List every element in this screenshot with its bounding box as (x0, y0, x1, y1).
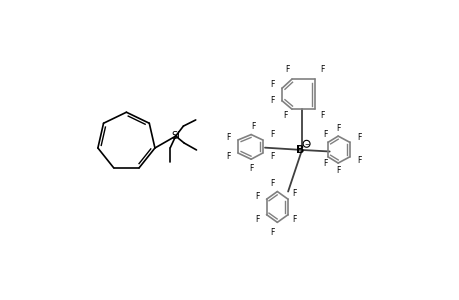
Text: −: − (303, 141, 308, 146)
Text: F: F (270, 96, 274, 105)
Text: F: F (323, 158, 327, 167)
Text: F: F (270, 130, 274, 139)
Text: F: F (270, 152, 274, 161)
Text: F: F (291, 215, 296, 224)
Text: F: F (319, 65, 324, 74)
Text: F: F (356, 156, 360, 165)
Text: F: F (248, 164, 253, 173)
Text: F: F (270, 228, 274, 237)
Text: F: F (225, 133, 230, 142)
Text: B: B (296, 145, 304, 155)
Text: F: F (285, 65, 289, 74)
Text: F: F (255, 192, 259, 201)
Text: F: F (225, 152, 230, 161)
Text: Si: Si (171, 131, 180, 141)
Text: F: F (251, 122, 255, 131)
Text: F: F (356, 133, 360, 142)
Text: F: F (255, 215, 259, 224)
Text: F: F (323, 130, 327, 139)
Text: F: F (270, 179, 274, 188)
Text: F: F (319, 111, 324, 120)
Text: F: F (335, 166, 340, 175)
Text: F: F (335, 124, 340, 133)
Text: F: F (291, 189, 296, 198)
Text: F: F (270, 80, 274, 89)
Text: F: F (283, 111, 287, 120)
